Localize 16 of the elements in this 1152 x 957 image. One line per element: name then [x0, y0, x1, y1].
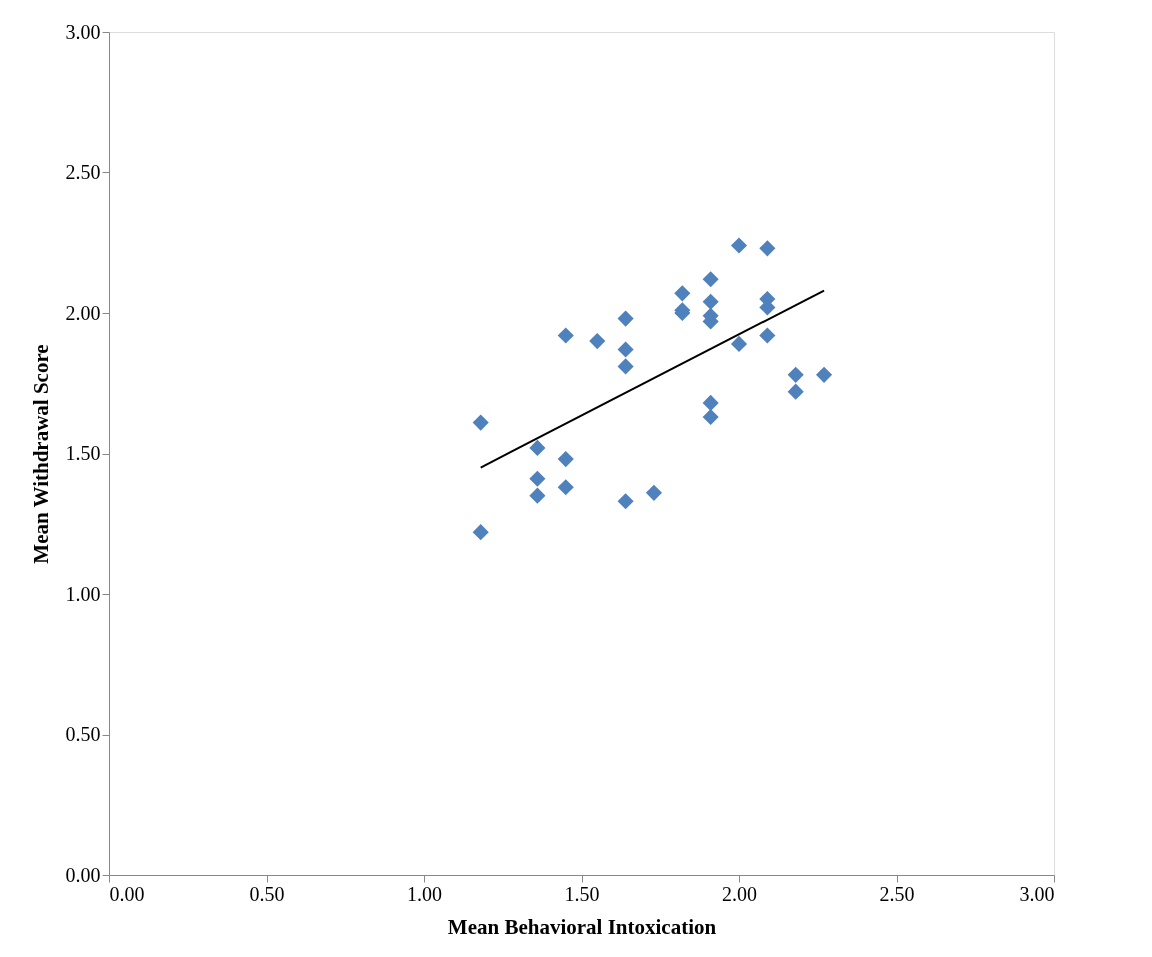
- x-tick-label: 1.00: [407, 882, 442, 905]
- x-tick-label: 0.00: [109, 882, 145, 905]
- y-tick-label: 2.50: [65, 161, 101, 183]
- y-tick-label: 0.00: [65, 863, 101, 886]
- x-tick-label: 1.50: [564, 882, 600, 905]
- y-axis-title: Mean Withdrawal Score: [28, 344, 53, 564]
- x-tick-label: 3.00: [1019, 882, 1055, 905]
- x-tick-label: 0.50: [249, 882, 285, 905]
- y-tick-label: 0.50: [65, 723, 101, 745]
- y-tick-label: 2.00: [65, 301, 101, 324]
- x-axis-title: Mean Behavioral Intoxication: [447, 914, 717, 939]
- y-tick-label: 3.00: [65, 20, 101, 43]
- x-tick-label: 2.50: [879, 882, 915, 905]
- x-tick-label: 2.00: [722, 882, 757, 905]
- y-tick-label: 1.50: [65, 442, 101, 464]
- y-tick-label: 1.00: [65, 582, 101, 605]
